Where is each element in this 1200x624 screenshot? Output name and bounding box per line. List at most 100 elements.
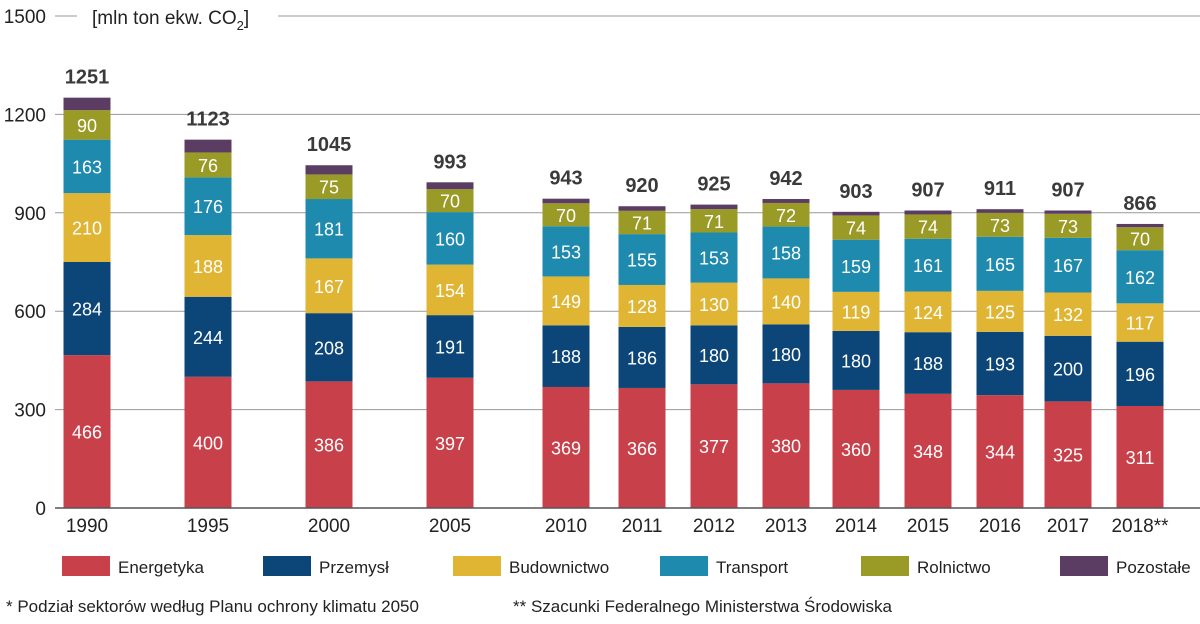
- segment-value-label: 128: [627, 297, 657, 317]
- segment-value-label: 188: [193, 257, 223, 277]
- legend-swatch: [453, 556, 501, 576]
- bar-segment: [762, 199, 810, 203]
- bar-segment: [904, 291, 952, 333]
- segment-value-label: 188: [551, 347, 581, 367]
- segment-value-label: 140: [771, 292, 801, 312]
- segment-value-label: 181: [314, 220, 344, 240]
- bar-segment: [184, 376, 232, 508]
- segment-value-label: 76: [198, 156, 218, 176]
- segment-value-label: 155: [627, 251, 657, 271]
- bar-segment: [762, 324, 810, 384]
- bar-stack-2000: 386 208 167 181 75 1045: [305, 134, 353, 508]
- segment-value-label: 400: [193, 433, 223, 453]
- segment-value-label: 73: [1058, 217, 1078, 237]
- segment-value-label: 74: [918, 218, 938, 238]
- segment-value-label: 117: [1126, 314, 1155, 334]
- bar-segment: [426, 182, 474, 190]
- bar-segment: [618, 210, 666, 235]
- bar-segment: [1044, 335, 1092, 402]
- bar-segment: [1116, 227, 1164, 251]
- x-axis: 1990 1995 2000 2005 2010 2011 2012 2013 2014 2015…: [55, 507, 1200, 537]
- bar-stack-2018: 311 196 117 162 70 866: [1116, 193, 1164, 508]
- segment-value-label: 180: [841, 351, 871, 371]
- x-tick-label: 2016: [979, 516, 1021, 537]
- legend-item: Energetyka: [62, 556, 205, 577]
- bar-segment: [542, 203, 590, 227]
- segment-value-label: 176: [193, 197, 223, 217]
- segment-value-label: 70: [1130, 230, 1150, 250]
- bar-stack-2011: 366 186 128 155 71 920: [618, 175, 666, 508]
- segment-value-label: 386: [314, 436, 344, 456]
- bar-stack-1995: 400 244 188 176 76 1123: [184, 109, 232, 508]
- segment-value-label: 70: [440, 192, 460, 212]
- bar-segment: [832, 291, 880, 331]
- bar-segment: [63, 97, 111, 111]
- bar-segment: [426, 264, 474, 316]
- segment-value-label: 200: [1053, 360, 1083, 380]
- bar-segment: [184, 139, 232, 153]
- bar-segment: [904, 214, 952, 239]
- legend-swatch: [1060, 556, 1108, 576]
- bar-stack-2017: 325 200 132 167 73 907: [1044, 180, 1092, 508]
- bar-segment: [1044, 213, 1092, 238]
- segment-value-label: 90: [77, 116, 97, 136]
- bar-segment: [542, 386, 590, 508]
- bar-segment: [1044, 237, 1092, 293]
- segment-value-label: 74: [846, 219, 866, 239]
- segment-value-label: 71: [704, 212, 724, 232]
- bar-segment: [690, 325, 738, 385]
- x-tick-label: 2005: [429, 516, 471, 537]
- bar-segment: [184, 177, 232, 236]
- legend-swatch: [861, 556, 909, 576]
- bar-segment: [762, 278, 810, 325]
- segment-value-label: 73: [990, 216, 1010, 236]
- segment-value-label: 397: [435, 434, 465, 454]
- bar-stack-2014: 360 180 119 159 74 903: [832, 181, 880, 508]
- x-tick-label: 2015: [907, 516, 949, 537]
- segment-value-label: 180: [771, 345, 801, 365]
- segment-value-label: 167: [1053, 256, 1083, 276]
- segment-value-label: 161: [913, 256, 943, 276]
- y-axis: 0 300 600 900 1200 1500: [4, 7, 46, 520]
- bar-segment: [63, 355, 111, 508]
- bar-segment: [305, 165, 353, 175]
- total-value-label: 1251: [65, 67, 110, 89]
- legend-label: Energetyka: [118, 558, 205, 577]
- bar-segment: [426, 212, 474, 265]
- legend-item: Przemysł: [263, 556, 389, 577]
- legend: Energetyka Przemysł Budownictwo Transport Ro…: [62, 556, 1191, 577]
- legend-swatch: [62, 556, 110, 576]
- segment-value-label: 186: [627, 348, 657, 368]
- legend-item: Pozostałe: [1060, 556, 1191, 577]
- y-tick-label: 1200: [4, 105, 46, 126]
- bar-segment: [542, 325, 590, 387]
- bar-segment: [426, 315, 474, 378]
- bar-segment: [426, 377, 474, 508]
- x-tick-label: 2011: [622, 516, 663, 537]
- y-tick-label: 1500: [4, 7, 46, 28]
- bar-segment: [690, 209, 738, 233]
- x-tick-label: 2018**: [1111, 516, 1169, 537]
- bar-segment: [184, 235, 232, 297]
- bar-segment: [305, 381, 353, 508]
- segment-value-label: 191: [435, 337, 465, 357]
- bar-segment: [305, 174, 353, 200]
- segment-value-label: 369: [551, 438, 581, 458]
- bar-stack-1990: 466 284 210 163 90 1251: [63, 67, 111, 508]
- bar-segment: [63, 139, 111, 194]
- segment-value-label: 154: [435, 281, 465, 301]
- bar-segment: [1044, 292, 1092, 336]
- x-tick-label: 2010: [545, 516, 587, 537]
- bar-stack-2015: 348 188 124 161 74 907: [904, 180, 952, 508]
- segment-value-label: 159: [841, 257, 871, 277]
- segment-value-label: 167: [314, 277, 344, 297]
- bar-segment: [184, 152, 232, 178]
- segment-value-label: 124: [913, 303, 943, 323]
- emissions-stacked-bar-chart: 0 300 600 900 1200 1500 [mln ton ekw. CO2] 46…: [4, 7, 1200, 577]
- bar-segment: [426, 189, 474, 213]
- bar-segment: [762, 202, 810, 227]
- segment-value-label: 325: [1053, 446, 1083, 466]
- bar-segment: [1044, 401, 1092, 508]
- legend-item: Rolnictwo: [861, 556, 991, 577]
- bar-stack-2012: 377 180 130 153 71 925: [690, 174, 738, 508]
